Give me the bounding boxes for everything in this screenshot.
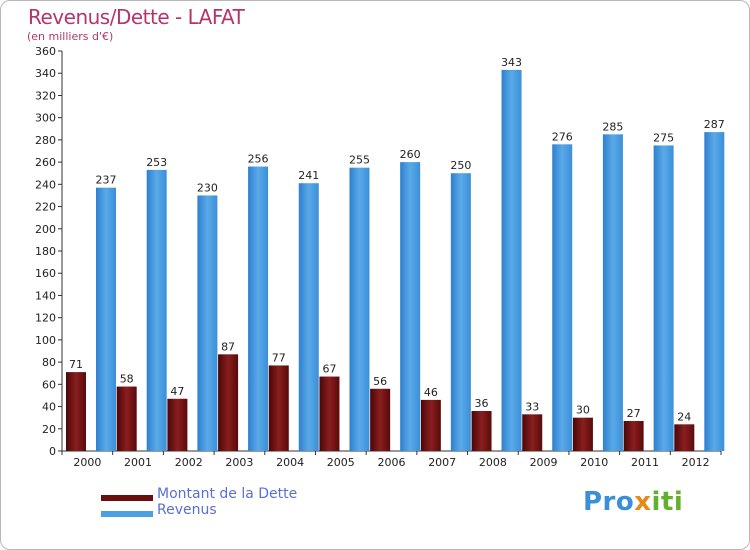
x-tick-label: 2003	[225, 456, 253, 469]
data-label-dette: 47	[170, 385, 184, 398]
data-label-revenus: 237	[96, 174, 117, 187]
y-tick-label: 200	[35, 223, 56, 236]
data-label-dette: 30	[576, 404, 590, 417]
x-tick-label: 2008	[479, 456, 507, 469]
data-label-dette: 71	[69, 358, 83, 371]
bar-dette	[319, 376, 340, 451]
data-label-revenus: 230	[197, 181, 218, 194]
axes: 0 20 40 60 80 100 120 140 160 180 200 220 240 260 280 3…	[35, 45, 722, 469]
bar-revenus	[552, 144, 573, 452]
data-label-dette: 36	[475, 397, 489, 410]
x-tick-label: 2012	[682, 456, 710, 469]
bar-dette	[167, 398, 188, 451]
bar-revenus	[450, 173, 471, 451]
data-label-revenus: 250	[450, 159, 471, 172]
data-label-revenus: 241	[298, 169, 319, 182]
bar-dette	[674, 424, 695, 451]
legend-swatch-dette	[101, 495, 153, 501]
data-label-dette: 87	[221, 340, 235, 353]
bar-dette	[370, 388, 391, 451]
data-label-revenus: 285	[602, 120, 623, 133]
data-label-dette: 24	[677, 410, 691, 423]
legend-label-dette: Montant de la Dette	[157, 486, 298, 502]
y-tick-label: 0	[49, 445, 56, 458]
data-label-dette: 56	[373, 375, 387, 388]
legend-label-revenus: Revenus	[157, 502, 217, 518]
bar-revenus	[197, 195, 218, 451]
data-label-dette: 77	[272, 351, 286, 364]
data-label-revenus: 256	[248, 153, 269, 166]
bar-revenus	[349, 167, 370, 451]
data-label-dette: 67	[322, 363, 336, 376]
bar-revenus	[704, 132, 725, 451]
y-tick-label: 280	[35, 134, 56, 147]
x-tick-label: 2006	[378, 456, 406, 469]
y-tick-label: 320	[35, 89, 56, 102]
y-tick-label: 60	[42, 378, 56, 391]
data-label-revenus: 276	[552, 130, 573, 143]
bar-dette	[572, 417, 593, 451]
data-label-revenus: 343	[501, 56, 522, 69]
bar-revenus	[653, 145, 674, 451]
y-tick-label: 300	[35, 112, 56, 125]
data-label-revenus: 255	[349, 154, 370, 167]
x-tick-label: 2000	[73, 456, 101, 469]
bar-revenus	[146, 169, 167, 451]
bar-dette	[218, 354, 239, 451]
data-label-revenus: 260	[400, 148, 421, 161]
bar-dette	[116, 386, 137, 451]
x-tick-label: 2004	[276, 456, 304, 469]
y-tick-label: 260	[35, 156, 56, 169]
bar-dette	[522, 414, 543, 451]
data-label-revenus: 253	[146, 156, 167, 169]
x-tick-label: 2009	[530, 456, 558, 469]
x-tick-label: 2002	[175, 456, 203, 469]
data-label-dette: 27	[627, 407, 641, 420]
bar-revenus	[298, 183, 319, 451]
bar-revenus	[248, 166, 269, 452]
bars	[66, 69, 725, 452]
y-tick-label: 220	[35, 201, 56, 214]
y-tick-label: 100	[35, 334, 56, 347]
x-tick-label: 2005	[327, 456, 355, 469]
x-tick-label: 2010	[580, 456, 608, 469]
y-tick-label: 40	[42, 401, 56, 414]
bar-revenus	[96, 187, 116, 451]
y-tick-label: 180	[35, 245, 56, 258]
x-tick-label: 2007	[428, 456, 456, 469]
y-tick-label: 120	[35, 312, 56, 325]
y-tick-label: 80	[42, 356, 56, 369]
x-tick-label: 2011	[631, 456, 659, 469]
y-tick-label: 160	[35, 267, 56, 280]
x-tick-label: 2001	[124, 456, 152, 469]
data-label-dette: 58	[120, 373, 134, 386]
data-label-dette: 33	[525, 400, 539, 413]
data-labels: 71 237 58 253 47 230 87 256 77 241 67 255 56 260 46 250…	[69, 56, 725, 423]
chart-subtitle: (en milliers d'€)	[27, 30, 114, 43]
y-tick-label: 140	[35, 289, 56, 302]
y-tick-label: 20	[42, 423, 56, 436]
bar-dette	[623, 421, 644, 451]
bar-revenus	[400, 162, 421, 451]
bar-dette	[420, 399, 441, 451]
y-tick-label: 360	[35, 45, 56, 58]
bar-dette	[471, 411, 492, 451]
bar-revenus	[501, 69, 522, 451]
bar-dette	[268, 365, 289, 451]
y-tick-label: 240	[35, 178, 56, 191]
y-tick-label: 340	[35, 67, 56, 80]
data-label-revenus: 275	[653, 131, 674, 144]
data-label-revenus: 287	[704, 118, 725, 131]
chart-title: Revenus/Dette - LAFAT	[28, 5, 245, 29]
bar-revenus	[602, 134, 623, 452]
proxiti-logo: Proxiti	[583, 487, 684, 517]
legend-swatch-revenus	[101, 511, 153, 517]
data-label-dette: 46	[424, 386, 438, 399]
bar-dette	[66, 372, 86, 451]
